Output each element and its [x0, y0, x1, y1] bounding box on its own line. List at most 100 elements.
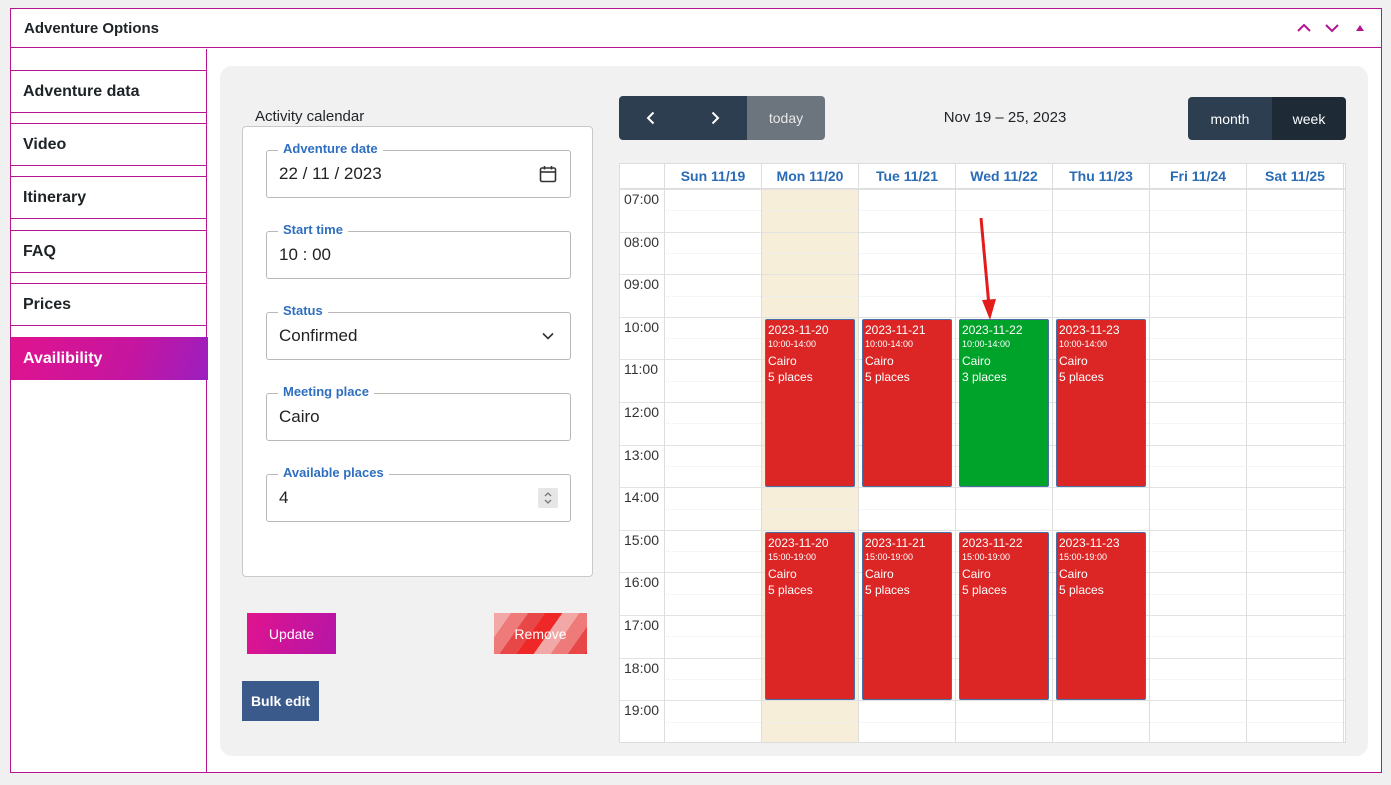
calendar-event[interactable]: 2023-11-20 10:00-14:00 Cairo 5 places — [765, 318, 855, 488]
options-tabs: Adventure data Video Itinerary FAQ Prices Ava… — [11, 49, 208, 772]
tab-prices[interactable]: Prices — [11, 283, 207, 326]
tab-label: Itinerary — [23, 188, 87, 206]
hour-line — [620, 189, 1345, 190]
adventure-date-label: Adventure date — [278, 141, 383, 156]
event-place: Cairo — [865, 566, 894, 581]
adventure-date-field[interactable]: Adventure date 22 / 11 / 2023 — [266, 141, 571, 198]
tab-label: Prices — [23, 295, 72, 313]
tab-label: FAQ — [23, 242, 56, 260]
chevron-down-icon — [1325, 24, 1339, 33]
month-view-button[interactable]: month — [1188, 97, 1272, 140]
calendar-icon[interactable] — [538, 164, 558, 184]
adventure-date-value: 22 / 11 / 2023 — [279, 164, 382, 183]
meeting-place-field[interactable]: Meeting place Cairo — [266, 384, 571, 441]
half-hour-line — [664, 295, 1345, 297]
event-date: 2023-11-21 — [865, 322, 926, 337]
status-label: Status — [278, 303, 328, 318]
start-time-field[interactable]: Start time 10 : 00 — [266, 222, 571, 279]
event-time: 10:00-14:00 — [865, 338, 914, 349]
prev-week-button[interactable] — [619, 96, 683, 140]
calendar-event[interactable]: 2023-11-22 10:00-14:00 Cairo 3 places — [959, 318, 1049, 488]
status-value: Confirmed — [279, 326, 358, 345]
event-places: 5 places — [1059, 582, 1104, 597]
day-header[interactable]: Mon 11/20 — [761, 164, 858, 189]
event-place: Cairo — [865, 353, 894, 368]
available-places-value: 4 — [279, 488, 289, 507]
event-place: Cairo — [768, 353, 797, 368]
available-places-label: Available places — [278, 465, 389, 480]
event-places: 5 places — [768, 369, 813, 384]
tab-adventure-data[interactable]: Adventure data — [11, 70, 207, 113]
start-time-label: Start time — [278, 222, 348, 237]
day-header[interactable]: Fri 11/24 — [1149, 164, 1246, 189]
hour-line — [620, 700, 1345, 702]
day-header[interactable]: Tue 11/21 — [858, 164, 955, 189]
chevron-right-icon — [711, 111, 720, 125]
event-time: 15:00-19:00 — [1059, 551, 1108, 562]
day-header[interactable]: Wed 11/22 — [955, 164, 1052, 189]
day-header[interactable]: Sat 11/25 — [1246, 164, 1343, 189]
time-label: 08:00 — [624, 233, 660, 250]
time-label: 19:00 — [624, 702, 660, 719]
calendar-event[interactable]: 2023-11-21 10:00-14:00 Cairo 5 places — [862, 318, 952, 488]
calendar-event[interactable]: 2023-11-23 15:00-19:00 Cairo 5 places — [1056, 531, 1146, 701]
event-place: Cairo — [962, 566, 991, 581]
event-places: 5 places — [962, 582, 1007, 597]
toggle-panel-button[interactable] — [1351, 19, 1369, 37]
calendar-event[interactable]: 2023-11-23 10:00-14:00 Cairo 5 places — [1056, 318, 1146, 488]
tab-label: Availibility — [23, 349, 103, 367]
day-header[interactable]: Thu 11/23 — [1052, 164, 1149, 189]
today-button[interactable]: today — [747, 96, 825, 140]
half-hour-line — [664, 508, 1345, 510]
event-time: 15:00-19:00 — [962, 551, 1011, 562]
chevron-down-icon — [538, 326, 558, 346]
event-date: 2023-11-23 — [1059, 322, 1120, 337]
event-time: 10:00-14:00 — [1059, 338, 1108, 349]
event-date: 2023-11-22 — [962, 535, 1023, 550]
half-hour-line — [664, 252, 1345, 254]
event-place: Cairo — [768, 566, 797, 581]
tab-availibility[interactable]: Availibility — [11, 337, 208, 380]
time-label: 10:00 — [624, 318, 660, 335]
chevron-left-icon — [646, 111, 655, 125]
event-place: Cairo — [1059, 566, 1088, 581]
time-label: 11:00 — [624, 361, 658, 378]
next-week-button[interactable] — [683, 96, 747, 140]
move-down-button[interactable] — [1323, 19, 1341, 37]
event-places: 5 places — [865, 582, 910, 597]
triangle-up-icon — [1356, 25, 1364, 31]
panel-title: Adventure Options — [24, 19, 160, 37]
event-date: 2023-11-20 — [768, 322, 829, 337]
event-time: 15:00-19:00 — [768, 551, 817, 562]
bulk-edit-button[interactable]: Bulk edit — [242, 681, 319, 721]
view-switcher: month week — [1188, 97, 1346, 140]
calendar-event[interactable]: 2023-11-22 15:00-19:00 Cairo 5 places — [959, 531, 1049, 701]
time-label: 16:00 — [624, 574, 660, 591]
event-places: 5 places — [1059, 369, 1104, 384]
day-column-line — [1246, 164, 1247, 742]
remove-button[interactable]: Remove — [494, 613, 587, 654]
calendar-event[interactable]: 2023-11-20 15:00-19:00 Cairo 5 places — [765, 531, 855, 701]
time-label: 07:00 — [624, 191, 660, 207]
event-time: 15:00-19:00 — [865, 551, 914, 562]
available-places-field[interactable]: Available places 4 — [266, 465, 571, 522]
spinner-icon[interactable] — [538, 488, 558, 508]
meeting-place-value: Cairo — [279, 407, 320, 426]
tab-faq[interactable]: FAQ — [11, 230, 207, 273]
calendar-nav: today — [619, 96, 825, 140]
calendar-event[interactable]: 2023-11-21 15:00-19:00 Cairo 5 places — [862, 531, 952, 701]
move-up-button[interactable] — [1295, 19, 1313, 37]
tab-itinerary[interactable]: Itinerary — [11, 176, 207, 219]
status-select[interactable]: Status Confirmed — [266, 303, 571, 360]
event-places: 3 places — [962, 369, 1007, 384]
week-view-button[interactable]: week — [1272, 97, 1346, 140]
update-button[interactable]: Update — [247, 613, 336, 654]
hour-line — [620, 529, 1345, 531]
day-header[interactable]: Sun 11/19 — [664, 164, 761, 189]
chevron-up-icon — [1297, 23, 1311, 32]
time-label: 12:00 — [624, 404, 660, 420]
event-date: 2023-11-20 — [768, 535, 829, 550]
event-date: 2023-11-23 — [1059, 535, 1120, 550]
tab-video[interactable]: Video — [11, 123, 207, 166]
red-arrow-icon — [979, 217, 996, 320]
